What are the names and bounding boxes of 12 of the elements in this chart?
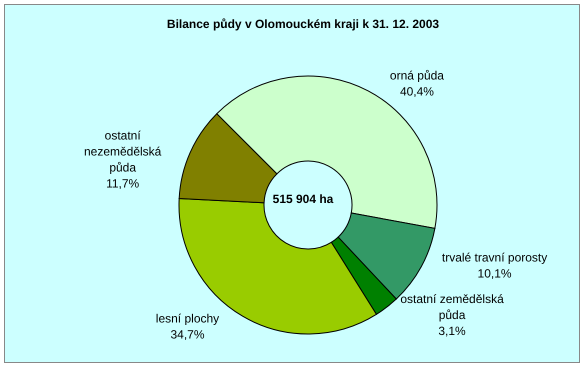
data-label: 40,4% (400, 84, 434, 98)
slice-label: orná půda (390, 68, 444, 82)
data-label: 10,1% (478, 266, 512, 280)
slice-label: trvalé travní porosty (442, 250, 548, 264)
chart-title: Bilance půdy v Olomouckém kraji k 31. 12. 2003 (166, 17, 440, 31)
data-label: 3,1% (438, 324, 466, 338)
data-label: 34,7% (170, 327, 205, 342)
slice-label: ostatní zemědělská půda (400, 292, 504, 322)
slice-label: ostatní nezemědělská půda (84, 128, 162, 175)
text: 515 904 ha (272, 192, 334, 206)
data-label: 11,7% (106, 176, 140, 191)
slice-label: lesní plochy (156, 311, 220, 326)
